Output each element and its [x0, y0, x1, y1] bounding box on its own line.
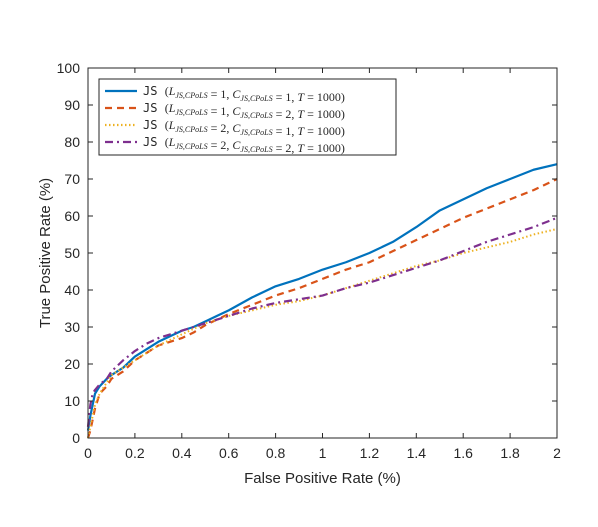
- y-tick-label: 10: [64, 393, 80, 409]
- legend-value-l: 2: [220, 121, 226, 135]
- legend-value-t: 1000: [317, 124, 341, 138]
- x-tick-label: 0.8: [266, 445, 286, 461]
- legend-value-prefix: JS: [143, 135, 165, 149]
- x-tick-label: 0: [84, 445, 92, 461]
- x-tick-label: 2: [553, 445, 561, 461]
- legend-entry: JS (LJS,CPoLS = 2, CJS,CPoLS = 2, T = 10…: [143, 135, 345, 155]
- legend-value-l: 1: [220, 87, 226, 101]
- x-tick-label: 0.2: [125, 445, 145, 461]
- legend-value-c: 2: [285, 107, 291, 121]
- y-tick-label: 60: [64, 208, 80, 224]
- y-tick-label: 90: [64, 97, 80, 113]
- y-tick-label: 0: [72, 430, 80, 446]
- legend-value-l: 1: [220, 104, 226, 118]
- y-tick-label: 50: [64, 245, 80, 261]
- legend-entry: JS (LJS,CPoLS = 2, CJS,CPoLS = 1, T = 10…: [143, 118, 345, 138]
- legend-box: [98, 78, 397, 156]
- y-tick-label: 70: [64, 171, 80, 187]
- legend: JS (LJS,CPoLS = 1, CJS,CPoLS = 1, T = 10…: [98, 78, 397, 156]
- x-axis-label: False Positive Rate (%): [244, 470, 401, 487]
- legend-value-c: 2: [285, 141, 291, 155]
- legend-value-prefix: JS: [143, 84, 165, 98]
- legend-value-t: 1000: [317, 141, 341, 155]
- ticks: 0 0.2 0.4 0.6 0.8 1 1.2 1.4 1.6 1.8 20102030405060…: [57, 60, 561, 461]
- x-tick-label: 1: [319, 445, 327, 461]
- legend-value-prefix: JS: [143, 118, 165, 132]
- legend-value-c: 1: [285, 124, 291, 138]
- series-line-4: [86, 216, 558, 428]
- y-tick-label: 40: [64, 282, 80, 298]
- legend-value-c: 1: [285, 90, 291, 104]
- x-tick-label: 0.4: [172, 445, 192, 461]
- x-tick-label: 1.6: [453, 445, 473, 461]
- legend-entry: JS (LJS,CPoLS = 1, CJS,CPoLS = 1, T = 10…: [143, 84, 345, 104]
- legend-value-prefix: JS: [143, 101, 165, 115]
- y-tick-label: 80: [64, 134, 80, 150]
- legend-value-l: 2: [220, 138, 226, 152]
- series-layer: [86, 163, 558, 439]
- legend-value-t: 1000: [317, 107, 341, 121]
- y-axis-label: True Positive Rate (%): [37, 178, 54, 328]
- legend-entry: JS (LJS,CPoLS = 1, CJS,CPoLS = 2, T = 10…: [143, 101, 345, 121]
- x-tick-label: 1.2: [360, 445, 380, 461]
- y-tick-label: 100: [57, 60, 81, 76]
- y-tick-label: 20: [64, 356, 80, 372]
- x-tick-label: 1.4: [407, 445, 427, 461]
- legend-value-t: 1000: [317, 90, 341, 104]
- x-tick-label: 0.6: [219, 445, 239, 461]
- x-tick-label: 1.8: [500, 445, 520, 461]
- y-tick-label: 30: [64, 319, 80, 335]
